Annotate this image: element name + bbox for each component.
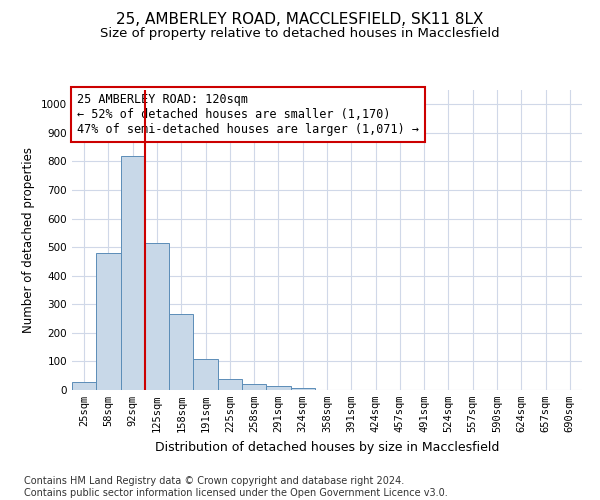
Bar (96, 253, 121, 390)
Text: 25 AMBERLEY ROAD: 120sqm
← 52% of detached houses are smaller (1,170)
47% of sem: 25 AMBERLEY ROAD: 120sqm ← 52% of detach… (77, 93, 419, 136)
Bar (121, 156, 145, 390)
Bar (242, 384, 266, 390)
Y-axis label: Number of detached properties: Number of detached properties (22, 147, 35, 333)
Text: 25, AMBERLEY ROAD, MACCLESFIELD, SK11 8LX: 25, AMBERLEY ROAD, MACCLESFIELD, SK11 8L… (116, 12, 484, 28)
Bar (169, 314, 193, 390)
Text: Size of property relative to detached houses in Macclesfield: Size of property relative to detached ho… (100, 28, 500, 40)
Bar (290, 388, 315, 390)
Bar (218, 379, 242, 390)
Bar (145, 243, 169, 390)
Bar (72, 382, 96, 390)
Bar (193, 358, 218, 390)
Bar (266, 386, 290, 390)
Text: Contains HM Land Registry data © Crown copyright and database right 2024.
Contai: Contains HM Land Registry data © Crown c… (24, 476, 448, 498)
X-axis label: Distribution of detached houses by size in Macclesfield: Distribution of detached houses by size … (155, 440, 499, 454)
